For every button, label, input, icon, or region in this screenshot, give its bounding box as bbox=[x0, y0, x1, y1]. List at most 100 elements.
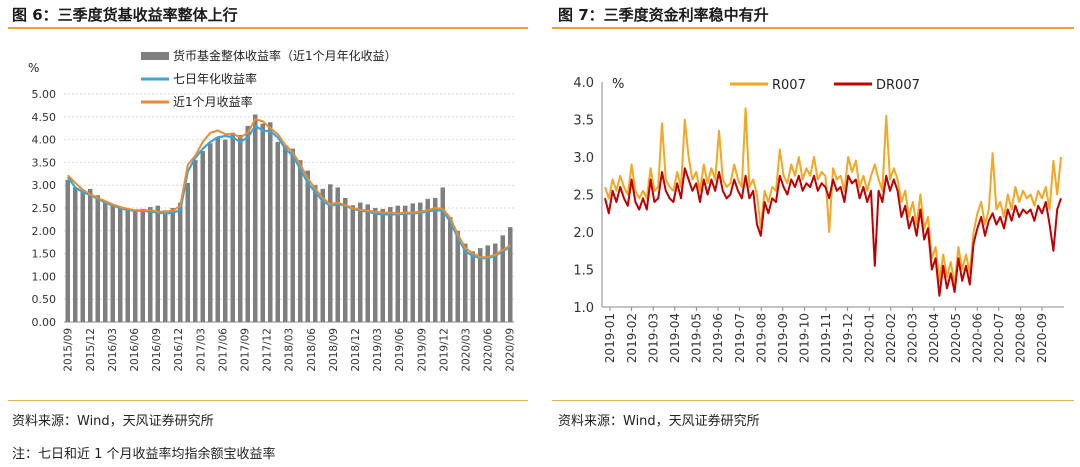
y-tick-label: 1.0 bbox=[573, 301, 594, 316]
bar bbox=[433, 197, 438, 322]
x-tick-label: 2020-07 bbox=[992, 313, 1006, 363]
bar bbox=[170, 208, 175, 322]
bar bbox=[425, 198, 430, 322]
bar bbox=[448, 217, 453, 322]
bar bbox=[200, 151, 205, 322]
left-panel-title: 图 6：三季度货基收益率整体上行 bbox=[12, 6, 238, 24]
bar bbox=[395, 205, 400, 322]
x-tick-label: 2019-04 bbox=[668, 313, 682, 363]
x-tick-label: 2020/09 bbox=[505, 328, 517, 372]
left-source-rule bbox=[8, 400, 528, 401]
bar bbox=[478, 248, 483, 322]
bar bbox=[403, 205, 408, 322]
x-tick-label: 2020-06 bbox=[970, 313, 984, 363]
x-tick-label: 2018/06 bbox=[306, 328, 318, 372]
bar bbox=[388, 207, 393, 322]
y-tick-label: 3.5 bbox=[573, 114, 594, 129]
bar bbox=[103, 201, 108, 322]
y-tick-label: 0.00 bbox=[32, 316, 57, 329]
y-tick-label: 1.5 bbox=[573, 264, 594, 279]
x-tick-label: 2020-01 bbox=[862, 313, 876, 363]
legend-swatch-bar bbox=[141, 52, 169, 60]
x-tick-label: 2016/03 bbox=[107, 328, 119, 372]
bar bbox=[418, 202, 423, 322]
bar bbox=[230, 132, 235, 322]
bar bbox=[193, 160, 198, 322]
x-tick-label: 2019/06 bbox=[394, 328, 406, 372]
right-source: 资料来源：Wind，天风证券研究所 bbox=[558, 414, 760, 429]
bar bbox=[65, 179, 70, 322]
bar bbox=[238, 135, 243, 322]
x-tick-label: 2019-01 bbox=[603, 313, 617, 363]
x-tick-label: 2019/09 bbox=[416, 328, 428, 372]
y-tick-label: 2.00 bbox=[32, 225, 57, 238]
y-tick-label: 0.50 bbox=[32, 293, 57, 306]
left-title-rule bbox=[8, 27, 528, 29]
bar bbox=[493, 243, 498, 322]
bar bbox=[125, 209, 130, 322]
bar bbox=[215, 137, 220, 322]
x-tick-label: 2020/06 bbox=[483, 328, 495, 372]
x-tick-label: 2019-12 bbox=[841, 313, 855, 363]
bar bbox=[148, 207, 153, 322]
y-tick-label: 3.0 bbox=[573, 151, 594, 166]
x-tick-label: 2017/06 bbox=[217, 328, 229, 372]
legend-label: 近1个月收益率 bbox=[173, 94, 253, 109]
x-tick-label: 2016/06 bbox=[129, 328, 141, 372]
bar bbox=[260, 123, 265, 322]
x-tick-label: 2019-03 bbox=[646, 313, 660, 363]
bar bbox=[298, 160, 303, 322]
bar bbox=[440, 187, 445, 322]
bar bbox=[73, 187, 78, 322]
y-tick-label: 3.50 bbox=[32, 156, 57, 169]
x-tick-label: 2019-11 bbox=[819, 313, 833, 363]
x-tick-label: 2016/12 bbox=[173, 328, 185, 372]
bar bbox=[155, 205, 160, 322]
bar bbox=[508, 227, 513, 322]
x-tick-label: 2019-08 bbox=[754, 313, 768, 363]
bar bbox=[470, 251, 475, 322]
series-line-dr007 bbox=[604, 167, 1062, 297]
y-tick-label: 2.5 bbox=[573, 189, 594, 204]
bar bbox=[305, 170, 310, 322]
bar bbox=[358, 202, 363, 322]
series-line-one-month bbox=[67, 118, 511, 259]
bar bbox=[88, 188, 93, 322]
x-tick-label: 2020-09 bbox=[1035, 313, 1049, 363]
bar bbox=[208, 143, 213, 322]
x-tick-label: 2019-09 bbox=[776, 313, 790, 363]
x-tick-label: 2018/09 bbox=[328, 328, 340, 372]
bar bbox=[163, 210, 168, 322]
y-tick-label: 1.00 bbox=[32, 270, 57, 283]
series-line-r007 bbox=[604, 107, 1062, 286]
bar bbox=[328, 184, 333, 322]
right-title-rule bbox=[552, 27, 1074, 29]
x-tick-label: 2016/09 bbox=[151, 328, 163, 372]
right-panel: 图 7：三季度资金利率稳中有升 1.0 1.5 2.0 2.5 3.0 3.5 4.0% 20… bbox=[552, 0, 1074, 467]
bar bbox=[283, 145, 288, 322]
bar bbox=[223, 139, 228, 322]
x-tick-label: 2020-05 bbox=[949, 313, 963, 363]
bar bbox=[455, 230, 460, 322]
bar bbox=[313, 185, 318, 322]
bar bbox=[140, 208, 145, 322]
bar bbox=[80, 190, 85, 322]
bar bbox=[320, 188, 325, 322]
money-market-rate-chart: 1.0 1.5 2.0 2.5 3.0 3.5 4.0 % 2019-01 2019-02 2019… bbox=[573, 76, 1064, 363]
bar bbox=[245, 125, 250, 322]
right-source-rule bbox=[552, 400, 1074, 401]
bar bbox=[410, 203, 415, 322]
bar bbox=[485, 245, 490, 322]
y-axis-unit: % bbox=[28, 61, 39, 75]
x-tick-label: 2017/12 bbox=[262, 328, 274, 372]
x-tick-label: 2017/03 bbox=[195, 328, 207, 372]
bar bbox=[268, 122, 273, 322]
y-tick-label: 4.50 bbox=[32, 111, 57, 124]
x-tick-label: 2019/03 bbox=[372, 328, 384, 372]
legend-label-dr007: DR007 bbox=[876, 78, 920, 93]
x-tick-label: 2020/03 bbox=[460, 328, 472, 372]
x-tick-label: 2019-05 bbox=[690, 313, 704, 363]
y-tick-label: 2.0 bbox=[573, 226, 594, 241]
x-tick-label: 2019-06 bbox=[711, 313, 725, 363]
bar bbox=[118, 208, 123, 322]
